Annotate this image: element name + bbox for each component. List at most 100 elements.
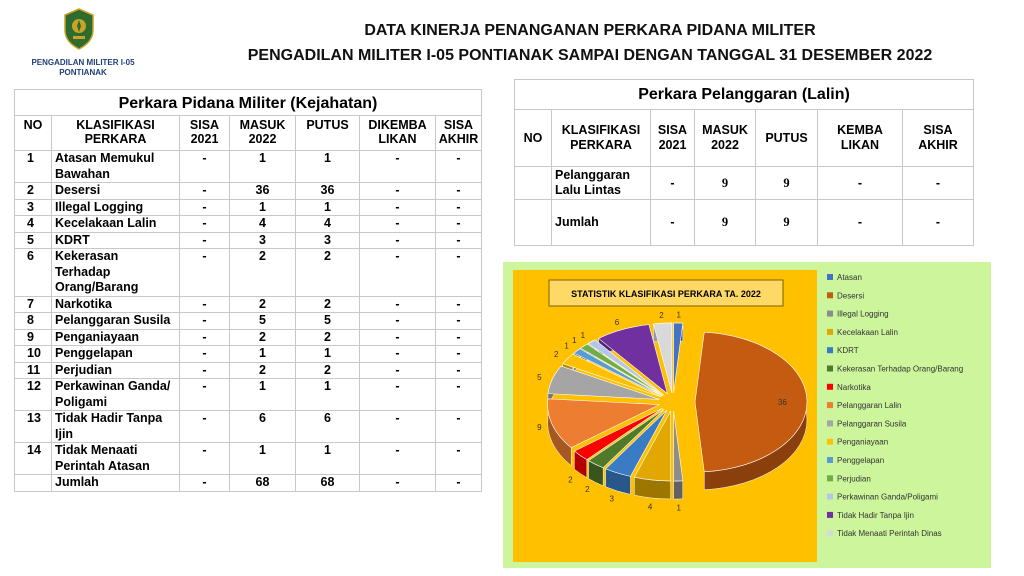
cell-dikembalikan: - <box>359 248 436 297</box>
table-row: 2 Desersi -36 36- - <box>14 182 482 200</box>
table-row: 10 Penggelapan -1 1- - <box>14 345 482 363</box>
cell-sisa_akhir: - <box>435 198 482 216</box>
cell-sisa_akhir: - <box>435 312 482 330</box>
page-title: DATA KINERJA PENANGANAN PERKARA PIDANA M… <box>170 18 1010 68</box>
cell-name: Tidak Menaati Perintah Atasan <box>51 442 180 475</box>
cell-no: 7 <box>14 295 52 313</box>
cell-sisa_akhir: - <box>435 215 482 233</box>
cell-sisa_akhir: - <box>435 150 482 183</box>
pie-data-label: 1 <box>677 503 682 512</box>
pie-data-label: 5 <box>537 373 542 382</box>
legend-entry: Tidak Menaati Perintah Dinas <box>837 529 942 538</box>
cell-masuk: 36 <box>229 182 296 200</box>
chart-title-box <box>548 279 784 307</box>
pie-data-label: 1 <box>572 336 577 345</box>
cell-putus: 2 <box>295 295 360 313</box>
cell-putus: 1 <box>295 198 360 216</box>
cell-sisa2021: - <box>179 345 230 363</box>
legend-swatch <box>827 493 833 500</box>
cell-name: Penganiayaan <box>51 328 180 346</box>
pie-data-label: 2 <box>554 350 559 359</box>
pie-slice-penggelapan <box>573 348 663 397</box>
legend-swatch <box>827 292 833 299</box>
col-header-no: NO <box>14 115 52 151</box>
cell-sisa2021: - <box>179 215 230 233</box>
pie-slice-atasan <box>673 322 684 393</box>
legend-swatch <box>827 457 833 463</box>
table-row: 5 KDRT -3 3- - <box>14 231 482 249</box>
cell-putus: 6 <box>295 410 360 443</box>
cell-name: Narkotika <box>51 295 180 313</box>
pie-slice-kdrt <box>605 409 668 477</box>
col-header-classification: KLASIFIKASI PERKARA <box>551 109 651 167</box>
cell-no: 10 <box>14 345 52 363</box>
table-row: 11 Perjudian -2 2- - <box>14 361 482 379</box>
cell-no: 5 <box>14 231 52 249</box>
cell-sisa_akhir: - <box>435 345 482 363</box>
crime-table-caption: Perkara Pidana Militer (Kejahatan) <box>14 89 482 116</box>
table-row: 13 Tidak Hadir Tanpa Ijin -6 6- - <box>14 410 482 443</box>
col-header-putus: PUTUS <box>755 109 818 167</box>
cell-sisa_akhir: - <box>435 442 482 475</box>
cell-putus: 1 <box>295 150 360 183</box>
cell-no: 14 <box>14 442 52 475</box>
pie-slice-perkawinan-ganda-poligami <box>587 339 665 396</box>
cell-masuk: 1 <box>229 378 296 411</box>
table-row: 14 Tidak Menaati Perintah Atasan -1 1- - <box>14 442 482 475</box>
cell-masuk: 1 <box>229 150 296 183</box>
cell-dikembalikan: - <box>359 345 436 363</box>
cell-name: Kecelakaan Lalin <box>51 215 180 233</box>
cell-dikembalikan: - <box>359 378 436 411</box>
pie-data-label: 2 <box>585 485 590 494</box>
cell-name: Penggelapan <box>51 345 180 363</box>
chart-title: STATISTIK KLASIFIKASI PERKARA TA. 2022 <box>571 289 761 299</box>
cell-sisa_akhir: - <box>901 166 975 200</box>
total-label: Jumlah <box>551 199 651 246</box>
cell-masuk: 1 <box>229 345 296 363</box>
cell-name: Kekerasan Terhadap Orang/Barang <box>51 248 180 297</box>
cell-putus: 9 <box>755 166 818 200</box>
col-header-sisa-akhir: SISA AKHIR <box>901 109 975 167</box>
cell-dikembalikan: - <box>359 182 436 200</box>
pie-data-label: 1 <box>564 341 569 350</box>
cell-name: Perkawinan Ganda/ Poligami <box>51 378 180 411</box>
cell-name: Illegal Logging <box>51 198 180 216</box>
cell-name: Pelanggaran Susila <box>51 312 180 330</box>
legend-entry: Penggelapan <box>837 456 884 465</box>
cell-dikembalikan: - <box>359 361 436 379</box>
cell-putus: 2 <box>295 328 360 346</box>
col-header-kembalikan: KEMBA LIKAN <box>817 109 903 167</box>
pie-data-label: 1 <box>581 331 586 340</box>
cell-no: 2 <box>14 182 52 200</box>
cell-sisa2021: - <box>179 442 230 475</box>
col-header-classification: KLASIFIKASI PERKARA <box>51 115 180 151</box>
traffic-table-header: NO KLASIFIKASI PERKARA SISA 2021 MASUK 2… <box>514 109 975 167</box>
total-putus: 68 <box>295 474 360 492</box>
traffic-cases-table: Perkara Pelanggaran (Lalin) NO KLASIFIKA… <box>513 79 975 246</box>
col-header-sisa-akhir: SISA AKHIR <box>435 115 482 151</box>
cell-sisa_akhir: - <box>435 410 482 443</box>
pie-data-label: 36 <box>778 398 787 407</box>
legend-swatch <box>827 365 833 372</box>
legend-swatch <box>827 347 833 354</box>
cell-name: KDRT <box>51 231 180 249</box>
cell-no: 1 <box>14 150 52 183</box>
pie-slice-side <box>673 480 684 500</box>
total-label: Jumlah <box>51 474 180 492</box>
legend-swatch <box>827 420 833 427</box>
table-row: 7 Narkotika -2 2- - <box>14 295 482 313</box>
legend-entry: Illegal Logging <box>837 310 889 319</box>
legend-entry: Penganiayaan <box>837 438 888 447</box>
cell-putus: 3 <box>295 231 360 249</box>
pie-chart-panel: STATISTIK KLASIFIKASI PERKARA TA. 2022 1 3… <box>503 262 991 568</box>
legend-swatch <box>827 274 833 280</box>
pie-slice-kekerasan-terhadap-orang-barang <box>587 408 665 469</box>
cell-sisa_akhir: - <box>435 295 482 313</box>
legend-entry: Perjudian <box>837 474 871 483</box>
legend-swatch <box>827 511 833 518</box>
pie-slice-pelanggaran-lalin <box>547 398 660 448</box>
total-masuk: 68 <box>229 474 296 492</box>
pie-data-label: 2 <box>568 475 573 484</box>
legend-swatch <box>827 328 833 335</box>
crime-table-header: NO KLASIFIKASI PERKARA SISA 2021 MASUK 2… <box>14 115 482 151</box>
